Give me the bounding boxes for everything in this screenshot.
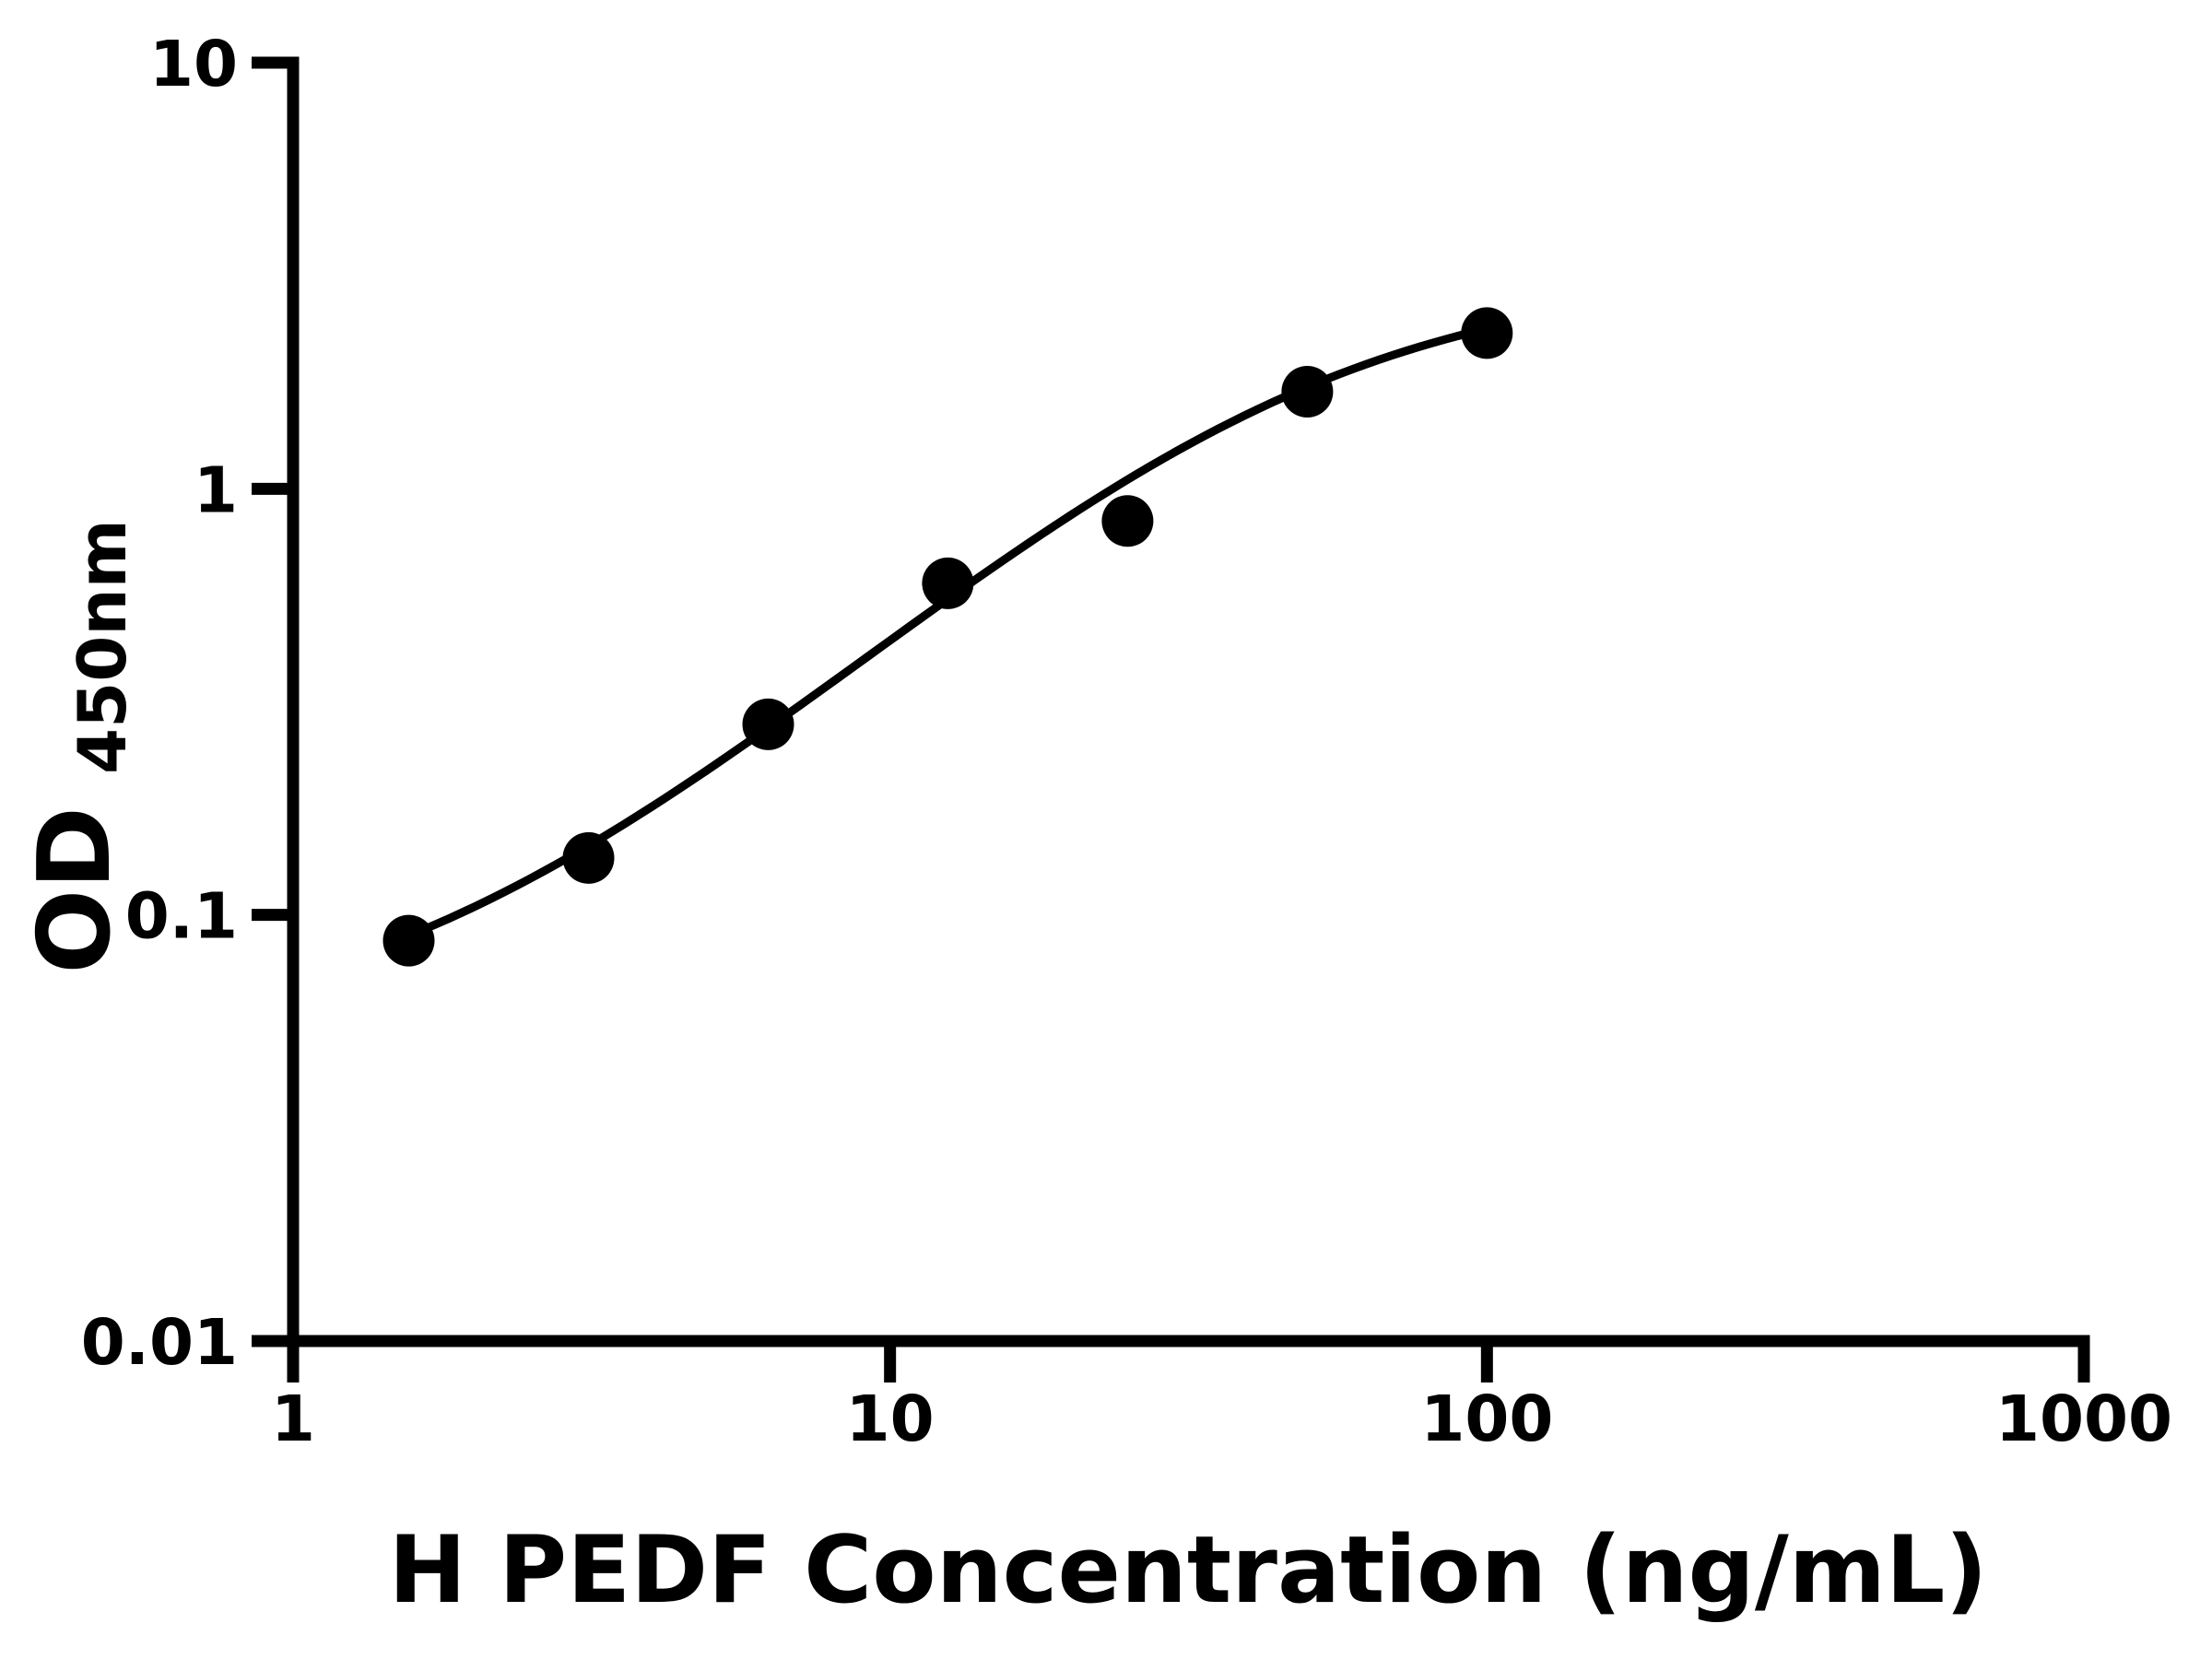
y-tick-label: 10	[149, 28, 238, 101]
data-point	[382, 914, 435, 967]
data-point	[1461, 307, 1513, 359]
y-tick-label: 0.1	[125, 880, 238, 954]
y-tick-label: 1	[194, 453, 238, 527]
x-tick-label: 100	[1420, 1382, 1553, 1456]
data-point	[742, 698, 794, 750]
x-tick-label: 1000	[1995, 1382, 2172, 1456]
x-tick-label: 1	[271, 1382, 315, 1456]
y-axis-title: OD 450nm	[18, 519, 141, 973]
y-axis-title-main: OD	[18, 806, 133, 973]
data-point	[1281, 366, 1334, 418]
y-tick-label: 0.01	[81, 1306, 238, 1380]
y-axis-title-subscript: 450nm	[64, 519, 141, 774]
data-point	[1101, 495, 1154, 547]
axes-spine	[287, 56, 2090, 1347]
data-point	[562, 831, 615, 884]
plot-area: 10 1 0.1 0.01 1 10 100 1000	[81, 28, 2172, 1456]
data-point	[922, 557, 974, 609]
x-tick-label: 10	[846, 1382, 935, 1456]
x-axis-title: H PEDF Concentration (ng/mL)	[388, 1515, 1987, 1624]
